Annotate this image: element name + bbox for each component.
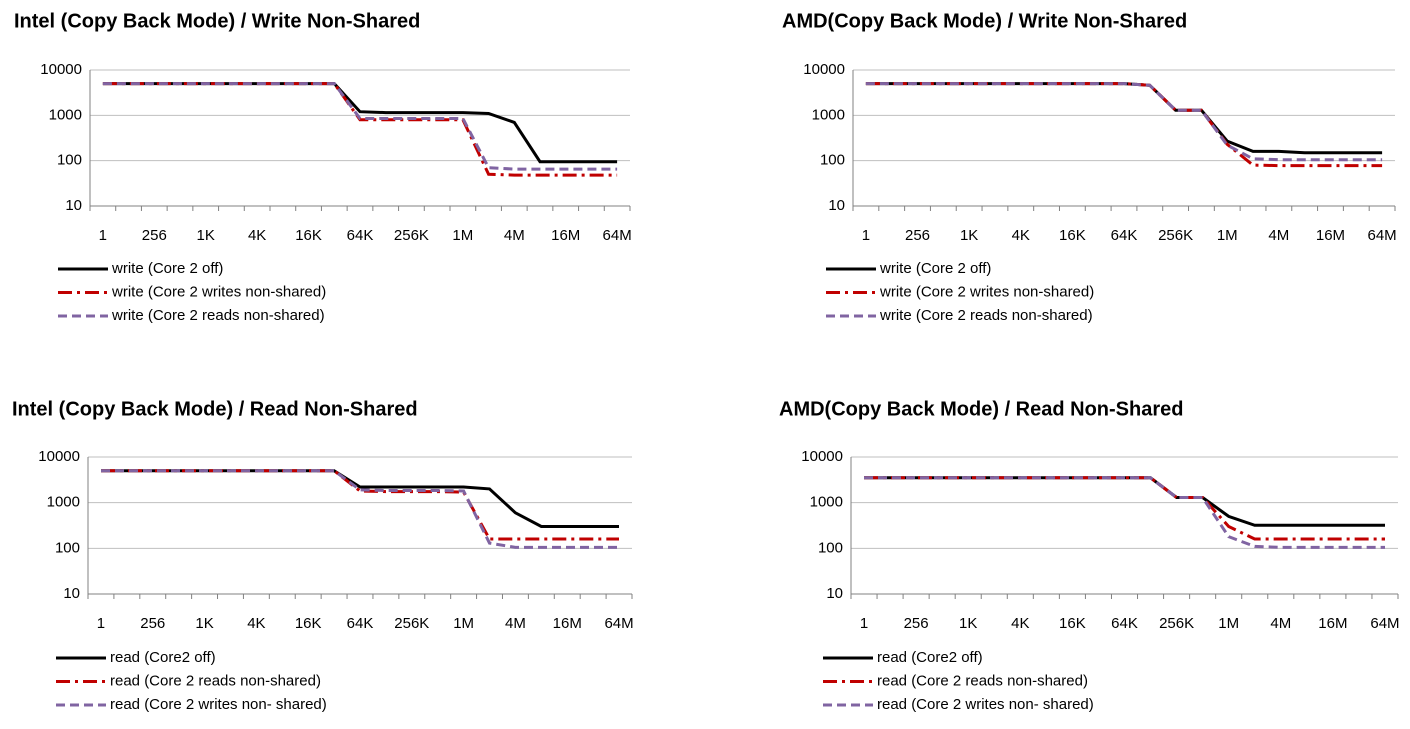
x-tick-label: 256K bbox=[394, 615, 429, 632]
chart-title: Intel (Copy Back Mode) / Read Non-Shared bbox=[12, 398, 418, 420]
x-tick-label: 1 bbox=[97, 615, 105, 632]
x-tick-label: 16K bbox=[1059, 615, 1086, 632]
x-tick-label: 64M bbox=[604, 615, 633, 632]
series-line bbox=[864, 476, 1385, 549]
x-tick-label: 16M bbox=[1318, 615, 1347, 632]
y-tick-label: 10000 bbox=[40, 61, 82, 78]
x-tick-label: 1M bbox=[452, 227, 473, 244]
y-tick-label: 1000 bbox=[49, 106, 82, 123]
x-tick-label: 64K bbox=[1111, 227, 1138, 244]
x-tick-label: 1K bbox=[197, 227, 215, 244]
chart-panel: AMD(Copy Back Mode) / Read Non-Shared 10 1… bbox=[779, 398, 1400, 713]
legend-label: write (Core 2 off) bbox=[879, 260, 991, 277]
y-tick-label: 1000 bbox=[47, 494, 80, 511]
x-tick-label: 4M bbox=[1268, 227, 1289, 244]
series-line bbox=[865, 82, 1383, 155]
series-line bbox=[101, 469, 619, 541]
series-line bbox=[102, 82, 618, 171]
series-line bbox=[864, 476, 1385, 541]
y-tick-label: 10000 bbox=[803, 61, 845, 78]
x-tick-label: 16M bbox=[1316, 227, 1345, 244]
x-tick-label: 4M bbox=[505, 615, 526, 632]
x-tick-label: 16M bbox=[551, 227, 580, 244]
x-tick-label: 4K bbox=[247, 615, 265, 632]
x-tick-label: 1K bbox=[960, 227, 978, 244]
y-tick-label: 10000 bbox=[38, 448, 80, 465]
series-line bbox=[101, 469, 619, 549]
x-tick-label: 256K bbox=[1159, 615, 1194, 632]
series-line bbox=[102, 82, 618, 164]
y-tick-label: 10 bbox=[826, 585, 843, 602]
x-tick-label: 1K bbox=[959, 615, 977, 632]
x-tick-label: 1M bbox=[453, 615, 474, 632]
series-line bbox=[864, 476, 1385, 527]
legend-label: write (Core 2 writes non-shared) bbox=[111, 283, 326, 300]
x-tick-label: 64K bbox=[1111, 615, 1138, 632]
y-tick-label: 100 bbox=[55, 539, 80, 556]
x-tick-label: 16M bbox=[553, 615, 582, 632]
legend-label: read (Core2 off) bbox=[877, 649, 983, 666]
x-tick-label: 64M bbox=[1370, 615, 1399, 632]
legend-label: write (Core 2 off) bbox=[111, 260, 223, 277]
y-tick-label: 10000 bbox=[801, 448, 843, 465]
legend-label: read (Core 2 writes non- shared) bbox=[877, 696, 1094, 713]
x-tick-label: 4K bbox=[1012, 227, 1030, 244]
y-tick-label: 10 bbox=[65, 197, 82, 214]
y-tick-label: 100 bbox=[820, 152, 845, 169]
x-tick-label: 64M bbox=[1368, 227, 1397, 244]
x-tick-label: 64K bbox=[347, 227, 374, 244]
x-tick-label: 256 bbox=[142, 227, 167, 244]
x-tick-label: 1 bbox=[860, 615, 868, 632]
chart-panel: Intel (Copy Back Mode) / Write Non-Share… bbox=[14, 10, 632, 324]
x-tick-label: 16K bbox=[295, 615, 322, 632]
x-tick-label: 64M bbox=[603, 227, 632, 244]
y-tick-label: 1000 bbox=[812, 106, 845, 123]
x-tick-label: 1 bbox=[99, 227, 107, 244]
y-tick-label: 100 bbox=[57, 152, 82, 169]
x-tick-label: 4K bbox=[248, 227, 266, 244]
series-line bbox=[101, 469, 619, 528]
x-tick-label: 4M bbox=[1270, 615, 1291, 632]
chart-title: AMD(Copy Back Mode) / Read Non-Shared bbox=[779, 398, 1183, 420]
x-tick-label: 256K bbox=[394, 227, 429, 244]
x-tick-label: 64K bbox=[347, 615, 374, 632]
x-tick-label: 16K bbox=[1059, 227, 1086, 244]
legend-label: read (Core 2 writes non- shared) bbox=[110, 696, 327, 713]
series-line bbox=[865, 82, 1383, 162]
x-tick-label: 1M bbox=[1218, 615, 1239, 632]
legend-label: read (Core 2 reads non-shared) bbox=[110, 672, 321, 689]
x-tick-label: 1K bbox=[195, 615, 213, 632]
chart-title: AMD(Copy Back Mode) / Write Non-Shared bbox=[782, 10, 1187, 32]
x-tick-label: 1M bbox=[1217, 227, 1238, 244]
y-tick-label: 100 bbox=[818, 539, 843, 556]
legend-label: read (Core 2 reads non-shared) bbox=[877, 672, 1088, 689]
x-tick-label: 4M bbox=[504, 227, 525, 244]
x-tick-label: 16K bbox=[295, 227, 322, 244]
x-tick-label: 4K bbox=[1011, 615, 1029, 632]
legend-label: write (Core 2 reads non-shared) bbox=[879, 307, 1093, 324]
x-tick-label: 1 bbox=[862, 227, 870, 244]
legend-label: write (Core 2 reads non-shared) bbox=[111, 307, 325, 324]
x-tick-label: 256 bbox=[904, 615, 929, 632]
y-tick-label: 10 bbox=[828, 197, 845, 214]
x-tick-label: 256 bbox=[140, 615, 165, 632]
x-tick-label: 256K bbox=[1158, 227, 1193, 244]
legend-label: read (Core2 off) bbox=[110, 649, 216, 666]
x-tick-label: 256 bbox=[905, 227, 930, 244]
y-tick-label: 1000 bbox=[810, 494, 843, 511]
y-tick-label: 10 bbox=[63, 585, 80, 602]
chart-panel: Intel (Copy Back Mode) / Read Non-Shared… bbox=[12, 398, 634, 713]
legend-label: write (Core 2 writes non-shared) bbox=[879, 283, 1094, 300]
chart-title: Intel (Copy Back Mode) / Write Non-Share… bbox=[14, 10, 420, 32]
chart-panel: AMD(Copy Back Mode) / Write Non-Shared 10… bbox=[782, 10, 1397, 324]
